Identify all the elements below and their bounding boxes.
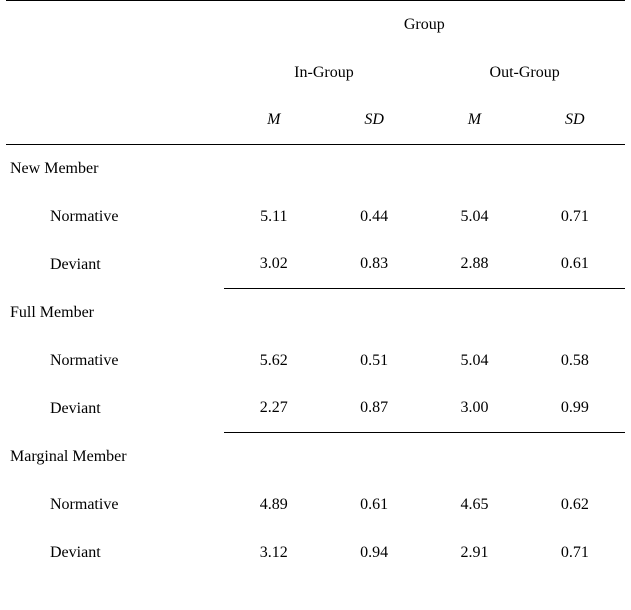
stat-label-sd-a: SD	[324, 97, 424, 145]
cell-value: 2.91	[424, 529, 524, 577]
cell-value: 0.51	[324, 337, 424, 385]
cell-value: 0.94	[324, 529, 424, 577]
section-row: Full Member	[6, 289, 625, 337]
header-out-group: Out-Group	[424, 49, 625, 97]
header-in-group: In-Group	[224, 49, 425, 97]
cell-value: 4.65	[424, 481, 524, 529]
table-row: Deviant 3.12 0.94 2.91 0.71	[6, 529, 625, 577]
cell-value: 0.83	[324, 241, 424, 289]
header-spacer	[6, 1, 224, 49]
statistics-table: Group In-Group Out-Group M SD M SD New M…	[6, 0, 625, 577]
cell-value: 4.89	[224, 481, 324, 529]
table-row: Deviant 3.02 0.83 2.88 0.61	[6, 241, 625, 289]
row-label: Normative	[6, 337, 224, 385]
header-group: Group	[224, 1, 625, 49]
row-label: Deviant	[6, 385, 224, 433]
row-label: Deviant	[6, 241, 224, 289]
row-label: Normative	[6, 481, 224, 529]
cell-value: 5.04	[424, 193, 524, 241]
cell-value: 0.71	[525, 193, 625, 241]
cell-value: 3.00	[424, 385, 524, 433]
cell-value: 2.88	[424, 241, 524, 289]
row-label: Normative	[6, 193, 224, 241]
statistics-table-container: Group In-Group Out-Group M SD M SD New M…	[0, 0, 631, 595]
section-label: Full Member	[6, 289, 625, 337]
table-row: Normative 5.62 0.51 5.04 0.58	[6, 337, 625, 385]
stat-label-sd-b: SD	[525, 97, 625, 145]
cell-value: 5.11	[224, 193, 324, 241]
section-label: Marginal Member	[6, 433, 625, 481]
stat-label-m-a: M	[224, 97, 324, 145]
cell-value: 0.61	[324, 481, 424, 529]
section-label: New Member	[6, 145, 625, 193]
cell-value: 0.99	[525, 385, 625, 433]
cell-value: 0.62	[525, 481, 625, 529]
row-label: Deviant	[6, 529, 224, 577]
table-row: Deviant 2.27 0.87 3.00 0.99	[6, 385, 625, 433]
cell-value: 3.12	[224, 529, 324, 577]
header-row-subgroups: In-Group Out-Group	[6, 49, 625, 97]
cell-value: 0.87	[324, 385, 424, 433]
section-row: New Member	[6, 145, 625, 193]
section-row: Marginal Member	[6, 433, 625, 481]
cell-value: 3.02	[224, 241, 324, 289]
table-row: Normative 4.89 0.61 4.65 0.62	[6, 481, 625, 529]
cell-value: 0.71	[525, 529, 625, 577]
table-row: Normative 5.11 0.44 5.04 0.71	[6, 193, 625, 241]
cell-value: 5.04	[424, 337, 524, 385]
cell-value: 2.27	[224, 385, 324, 433]
stat-spacer	[6, 97, 224, 145]
cell-value: 0.61	[525, 241, 625, 289]
cell-value: 5.62	[224, 337, 324, 385]
subhead-spacer	[6, 49, 224, 97]
cell-value: 0.58	[525, 337, 625, 385]
stat-label-m-b: M	[424, 97, 524, 145]
cell-value: 0.44	[324, 193, 424, 241]
header-row-stats: M SD M SD	[6, 97, 625, 145]
header-row-group: Group	[6, 1, 625, 49]
